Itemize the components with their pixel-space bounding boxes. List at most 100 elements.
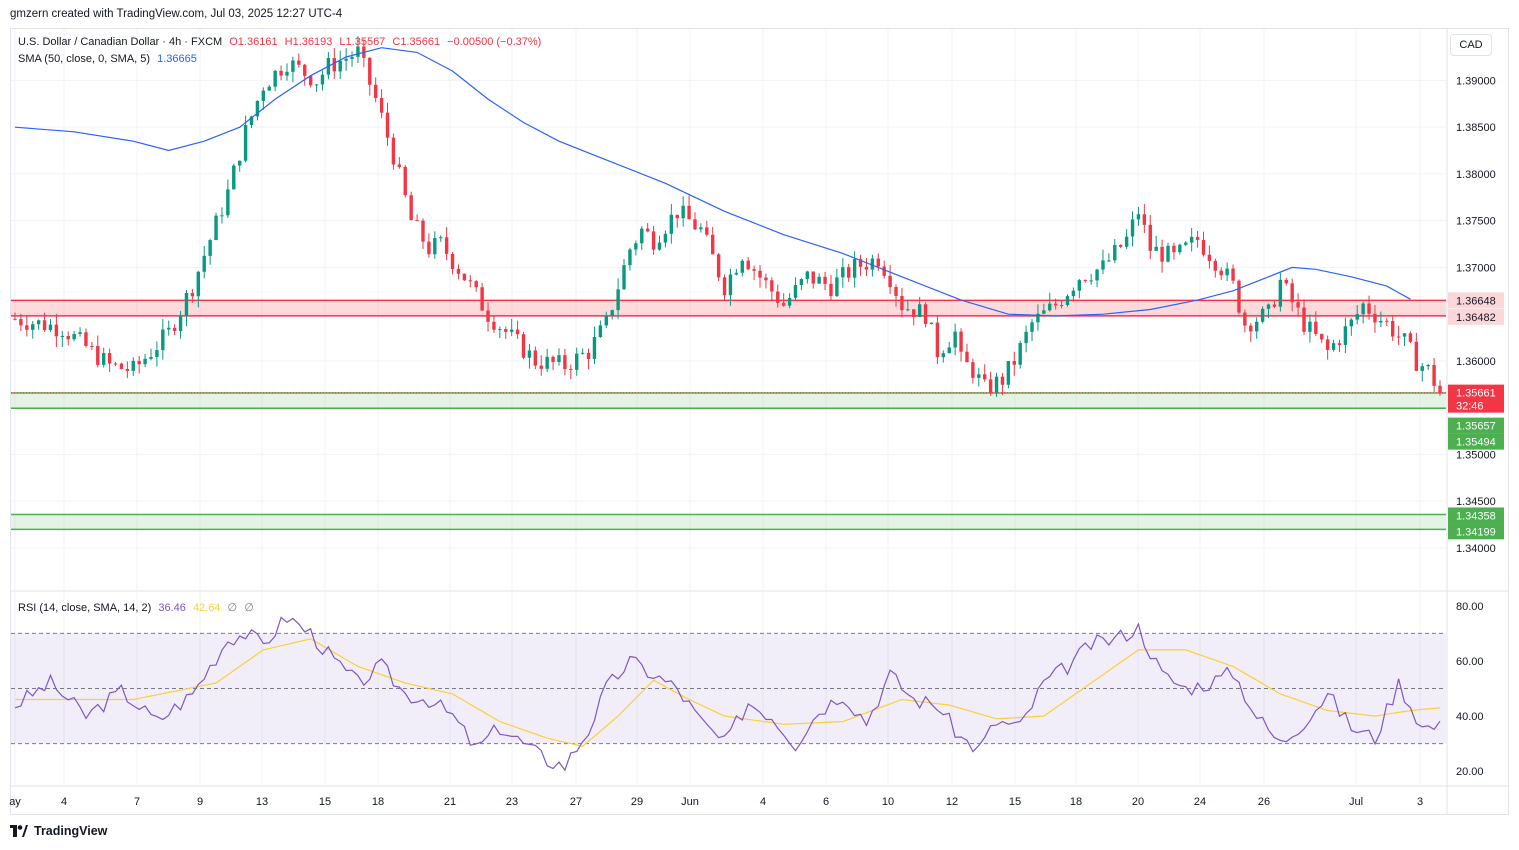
candle-body	[409, 195, 413, 221]
candle-body	[1095, 269, 1099, 281]
x-tick-label: 3	[1417, 796, 1423, 808]
candle-body	[876, 258, 880, 267]
candle-body	[1349, 319, 1354, 327]
x-tick-label: 26	[1258, 796, 1270, 808]
candle-body	[1124, 236, 1129, 247]
x-tick-label: 23	[506, 796, 518, 808]
candle-body	[651, 231, 656, 250]
candle-body	[314, 84, 319, 86]
candle-body	[243, 125, 248, 161]
candle-body	[1036, 313, 1040, 323]
x-tick-label: ay	[9, 796, 21, 808]
zone-label-bottom: 1.36482	[1456, 312, 1496, 324]
rsi-legend-extra1: ∅	[227, 602, 238, 614]
candle-body	[1012, 361, 1016, 365]
candle-body	[705, 227, 709, 235]
candle-body	[196, 271, 200, 297]
candle-body	[1243, 312, 1247, 326]
x-tick-label: 7	[134, 796, 140, 808]
candle-body	[1231, 268, 1235, 281]
candle-body	[1119, 244, 1123, 247]
candle-body	[1432, 365, 1436, 386]
currency-button[interactable]: CAD	[1450, 34, 1492, 56]
candle-body	[811, 271, 815, 284]
x-tick-label: 12	[946, 796, 958, 808]
candle-body	[787, 297, 792, 306]
candle-body	[776, 291, 780, 303]
rsi-line	[14, 616, 1441, 772]
candle-body	[1184, 242, 1188, 245]
candle-body	[1172, 245, 1176, 253]
candle-body	[870, 258, 875, 270]
x-tick-label: 4	[760, 796, 766, 808]
candle-body	[764, 277, 768, 281]
candle-body	[923, 304, 928, 325]
footer-brand[interactable]: TradingView	[10, 824, 107, 838]
candle-body	[799, 279, 804, 286]
legend-open: O1.36161	[229, 36, 278, 48]
candle-body	[303, 64, 307, 76]
tradingview-logo-icon	[10, 825, 28, 837]
y-tick-label: 1.37000	[1456, 262, 1496, 274]
candle-body	[1284, 279, 1288, 284]
candle-body	[13, 318, 17, 320]
candle-body	[770, 280, 774, 292]
candle-body	[1373, 313, 1377, 323]
x-tick-label: 27	[570, 796, 582, 808]
sma-legend: SMA (50, close, 0, SMA, 5) 1.36665	[18, 53, 201, 65]
y-tick-label: 1.35000	[1456, 449, 1496, 461]
main-legend: U.S. Dollar / Canadian Dollar · 4h · FXC…	[18, 36, 545, 48]
candle-body	[480, 287, 484, 311]
sma-line	[14, 47, 1411, 317]
candle-body	[882, 266, 886, 276]
candle-body	[42, 320, 47, 331]
zone-support	[11, 392, 1446, 409]
candle-body	[580, 352, 585, 354]
candle-body	[598, 325, 603, 338]
candle-body	[1320, 333, 1324, 340]
candle-body	[663, 233, 668, 243]
candle-body	[421, 220, 425, 242]
candle-body	[900, 295, 904, 311]
candle-body	[285, 71, 289, 76]
candle-body	[847, 267, 851, 278]
candle-body	[539, 365, 543, 369]
candle-body	[255, 100, 260, 117]
rsi-legend: RSI (14, close, SMA, 14, 2) 36.46 42.64 …	[18, 601, 258, 614]
candle-body	[202, 255, 206, 272]
rsi-tick-label: 80.00	[1456, 601, 1484, 613]
candle-body	[178, 315, 183, 331]
candle-body	[1195, 236, 1200, 240]
x-tick-label: 10	[882, 796, 894, 808]
candle-body	[1255, 321, 1259, 332]
candle-body	[1402, 333, 1407, 337]
candle-body	[515, 329, 520, 335]
candle-body	[66, 336, 70, 340]
candle-body	[533, 350, 538, 366]
candle-body	[1278, 279, 1283, 307]
support2-label-top: 1.34358	[1456, 510, 1496, 522]
candle-body	[1302, 307, 1306, 332]
candle-body	[752, 269, 756, 271]
support2-label-bottom: 1.34199	[1456, 526, 1496, 538]
candle-body	[161, 329, 165, 351]
candle-body	[675, 214, 679, 219]
candle-body	[1249, 325, 1253, 332]
candle-body	[983, 374, 987, 380]
x-tick-label: 9	[197, 796, 203, 808]
candle-body	[1089, 280, 1093, 282]
candle-body	[397, 164, 402, 167]
candle-body	[1308, 321, 1312, 332]
candle-body	[586, 352, 591, 359]
x-tick-label: Jul	[1349, 796, 1363, 808]
candle-body	[1083, 280, 1087, 282]
candle-body	[864, 266, 869, 270]
candle-body	[1438, 385, 1442, 393]
candlestick-series	[13, 36, 1442, 397]
candle-body	[1331, 343, 1336, 350]
rsi-legend-sma: 42.64	[192, 602, 221, 614]
candle-body	[634, 243, 638, 250]
candle-body	[1101, 260, 1105, 270]
candle-body	[657, 242, 662, 250]
